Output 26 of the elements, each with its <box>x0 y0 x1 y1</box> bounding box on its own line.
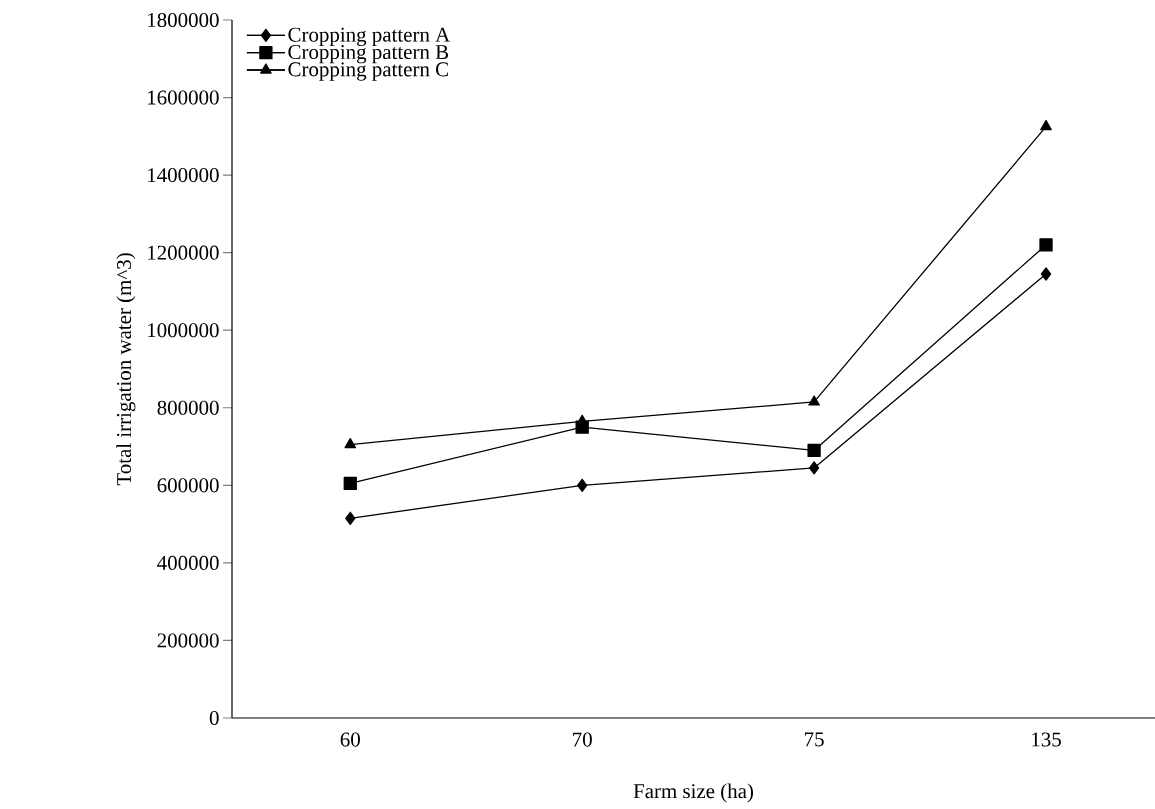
y-tick-label: 1000000 <box>148 323 219 338</box>
x-axis-title: Farm size (ha) <box>633 783 753 803</box>
x-tick-label: 60 <box>340 732 360 747</box>
y-tick-label: 600000 <box>157 478 219 493</box>
point <box>1039 238 1053 252</box>
x-tick-label: 70 <box>573 732 592 747</box>
point <box>343 476 357 491</box>
y-tick-label: 1600000 <box>148 90 219 105</box>
point <box>808 395 820 406</box>
point <box>577 478 588 492</box>
y-tick-label: 800000 <box>157 400 219 415</box>
point <box>807 443 821 458</box>
x-tick-label: 75 <box>805 732 824 747</box>
y-tick-label: 0 <box>209 710 219 726</box>
y-tick-label: 200000 <box>157 633 219 648</box>
y-tick-label: 1800000 <box>148 12 219 28</box>
y-tick-label: 1200000 <box>148 245 219 260</box>
y-tick-label: 1400000 <box>148 168 219 183</box>
x-tick-label: 135 <box>1032 732 1061 747</box>
point <box>345 511 356 525</box>
y-tick-label: 400000 <box>157 555 219 570</box>
point <box>1040 267 1052 281</box>
point <box>344 437 357 449</box>
point <box>808 461 820 475</box>
y-axis-title: Total irrigation water (m^3) <box>116 253 136 486</box>
point <box>1040 119 1052 131</box>
